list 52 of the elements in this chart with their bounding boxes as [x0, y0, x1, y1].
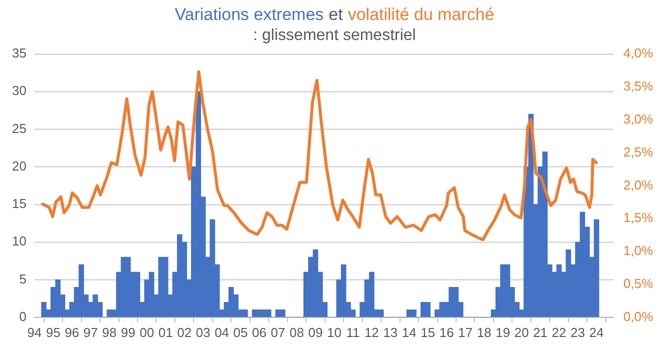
y-tick-label: 30	[12, 83, 26, 98]
x-tick-label: 22	[552, 324, 566, 340]
y-tick-label: 10	[12, 234, 26, 249]
y2-tick-label: 2,0%	[623, 177, 654, 192]
x-tick-label: 08	[290, 324, 304, 340]
x-tick-label: 99	[120, 324, 136, 340]
x-tick-label: 12	[364, 324, 379, 340]
y-tick-label: 25	[12, 120, 26, 136]
y2-tick-label: 0,0%	[623, 308, 654, 324]
x-tick-label: 97	[83, 324, 98, 340]
x-tick-label: 95	[46, 324, 60, 340]
y2-tick-label: 3,5%	[623, 78, 654, 94]
x-tick-label: 19	[496, 324, 510, 340]
text: volatilité du marché	[348, 5, 494, 24]
x-tick-label: 09	[308, 324, 323, 340]
y2-tick-label: 3,0%	[623, 111, 654, 126]
y2-tick-label: 1,5%	[623, 210, 654, 226]
x-tick-label: 05	[233, 324, 248, 340]
y2-tick-label: 0,5%	[623, 276, 654, 292]
text: Variations extremes	[174, 5, 324, 24]
x-tick-label: 10	[326, 324, 342, 340]
y-tick-label: 15	[12, 196, 26, 212]
y-tick-label: 20	[12, 158, 26, 174]
x-tick-label: 24	[589, 324, 604, 340]
text: et	[328, 5, 343, 24]
y-tick-label: 35	[12, 46, 26, 61]
x-tick-label: 14	[402, 324, 416, 340]
x-tick-label: 15	[420, 324, 436, 340]
x-tick-label: 23	[570, 324, 586, 340]
x-tick-label: 00	[140, 324, 154, 340]
x-tick-label: 18	[476, 324, 492, 340]
chart-subtitle: : glissement semestriel	[252, 26, 417, 46]
x-tick-label: 07	[270, 324, 286, 340]
x-tick-label: 06	[252, 324, 267, 340]
x-tick-label: 02	[177, 324, 192, 340]
x-tick-label: 21	[533, 324, 548, 340]
y-tick-label: 5	[19, 271, 26, 286]
x-tick-label: 01	[158, 324, 173, 340]
x-tick-label: 03	[196, 324, 210, 340]
x-tick-label: 11	[346, 324, 360, 340]
x-tick-label: 94	[27, 324, 42, 340]
y2-tick-label: 4,0%	[623, 46, 654, 61]
x-tick-label: 96	[64, 324, 80, 340]
x-tick-label: 16	[439, 324, 454, 340]
x-tick-label: 04	[214, 324, 230, 340]
x-tick-label: 13	[383, 324, 398, 340]
x-tick-label: 98	[102, 324, 117, 340]
x-tick-label: 20	[514, 324, 529, 340]
y-tick-label: 0	[19, 308, 26, 324]
y2-tick-label: 1,0%	[623, 243, 654, 258]
y2-tick-label: 2,5%	[623, 144, 654, 160]
x-tick-label: 17	[458, 324, 473, 340]
